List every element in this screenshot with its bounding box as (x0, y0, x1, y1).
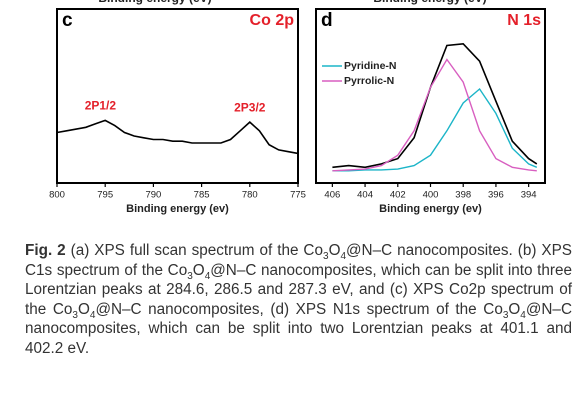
caption-text: (a) XPS full scan spectrum of the Co (65, 242, 323, 259)
caption-text: O (192, 261, 205, 279)
x-axis-label: Binding energy (ev) (379, 203, 482, 215)
x-tick-label: 402 (390, 190, 406, 201)
x-tick-label: 398 (455, 190, 471, 201)
caption-sub: 4 (89, 309, 96, 321)
x-axis-label: Binding energy (ev) (126, 203, 229, 215)
legend-label: Pyrrolic-N (344, 75, 394, 87)
caption-sub: 4 (340, 251, 347, 263)
panel-title: Co 2p (250, 12, 295, 29)
caption-bold: Fig. 2 (25, 242, 66, 259)
panel-letter: c (62, 10, 73, 31)
caption-text: @N–C nanocomposites. (b) XPS C1s spectru… (25, 242, 572, 279)
x-tick-label: 795 (97, 190, 113, 201)
spectrum-line (332, 58, 537, 172)
x-tick-label: 780 (242, 190, 258, 201)
panel-title: N 1s (507, 12, 541, 29)
caption-sub: 3 (72, 309, 78, 321)
x-tick-label: 790 (145, 190, 161, 201)
x-tick-label: 396 (488, 190, 504, 201)
x-tick-label: 406 (324, 190, 340, 201)
x-tick-label: 775 (290, 190, 306, 201)
caption-sub: 4 (204, 270, 211, 282)
cropped-label: Binding energy (eV) (98, 0, 211, 5)
x-tick-label: 394 (521, 190, 537, 201)
figure: Binding energy (eV) Binding energy (eV) 80… (49, 0, 546, 215)
caption-text: O (328, 242, 341, 259)
caption-text: O (508, 300, 521, 318)
spectrum-line (332, 42, 538, 169)
panel-letter: d (321, 10, 333, 31)
caption-sub: 4 (520, 309, 526, 321)
peak-label: 2P3/2 (234, 100, 266, 114)
caption-sub: 3 (323, 251, 329, 263)
caption-sub: 3 (187, 270, 193, 282)
caption-text: O (77, 300, 90, 318)
x-tick-label: 400 (423, 190, 439, 201)
x-tick-label: 404 (357, 190, 373, 201)
peak-label: 2P1/2 (85, 99, 117, 113)
cropped-label: Binding energy (eV) (373, 0, 486, 5)
caption-text: @N–C nanocomposites, which can be split … (25, 261, 573, 318)
x-tick-label: 785 (194, 190, 210, 201)
caption-text: @N–C nanocomposites, (d) XPS N1s spectru… (95, 300, 503, 318)
caption: Fig. 2 (a) XPS full scan spectrum of the… (25, 241, 572, 359)
caption-sub: 3 (502, 309, 509, 321)
caption-text: @N–C nanocomposites, which can be split … (25, 300, 572, 357)
spectrum-line (332, 87, 538, 172)
axes-frame (56, 8, 299, 184)
spectrum-line (56, 119, 299, 155)
axes-frame (315, 8, 546, 184)
x-tick-label: 800 (49, 190, 65, 201)
legend-label: Pyridine-N (344, 60, 397, 72)
